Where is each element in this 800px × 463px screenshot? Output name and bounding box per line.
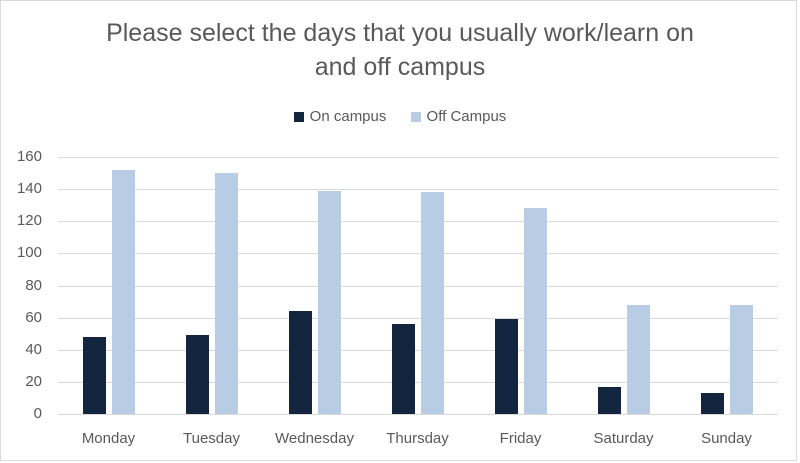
gridline <box>58 221 778 222</box>
y-axis-tick-label: 160 <box>16 148 42 165</box>
x-axis-tick-label: Monday <box>81 430 136 447</box>
bar-off-campus-thursday <box>420 192 444 414</box>
gridline <box>58 414 778 415</box>
y-axis-tick-label: 0 <box>33 405 42 422</box>
legend-swatch-on-campus <box>293 111 304 122</box>
gridline <box>58 318 778 319</box>
bar-off-campus-tuesday <box>214 173 238 414</box>
x-axis-tick-label: Sunday <box>701 430 752 447</box>
x-axis-tick-label: Friday <box>499 430 542 447</box>
bar-on-campus-wednesday <box>288 311 312 414</box>
x-axis-tick-label: Saturday <box>593 430 654 447</box>
bar-on-campus-sunday <box>700 393 724 414</box>
y-axis-tick-label: 100 <box>16 244 42 261</box>
chart-title-line-2: and off campus <box>314 53 486 81</box>
bar-off-campus-friday <box>523 208 547 414</box>
bar-on-campus-monday <box>82 336 106 414</box>
bar-off-campus-saturday <box>626 304 650 414</box>
bar-on-campus-friday <box>494 319 518 414</box>
gridline <box>58 350 778 351</box>
gridline <box>58 157 778 158</box>
chart-title-line-1: Please select the days that you usually … <box>106 19 694 47</box>
y-axis-tick-label: 60 <box>25 309 42 326</box>
y-axis-tick-label: 80 <box>25 277 42 294</box>
bar-on-campus-thursday <box>391 324 415 414</box>
y-axis-tick-label: 20 <box>25 373 42 390</box>
legend-item-off-campus: Off Campus <box>410 108 507 125</box>
x-axis-tick-label: Tuesday <box>183 430 240 447</box>
bar-on-campus-tuesday <box>185 335 209 414</box>
y-axis-tick-label: 120 <box>16 212 42 229</box>
bar-off-campus-wednesday <box>317 190 341 414</box>
gridline <box>58 382 778 383</box>
bar-off-campus-sunday <box>729 304 753 414</box>
y-axis-tick-label: 140 <box>16 180 42 197</box>
bar-off-campus-monday <box>111 169 135 414</box>
legend-label-off-campus: Off Campus <box>426 108 507 125</box>
x-axis-tick-label: Wednesday <box>275 430 354 447</box>
chart-title: Please select the days that you usually … <box>0 16 800 84</box>
legend-label-on-campus: On campus <box>309 108 387 125</box>
bar-on-campus-saturday <box>597 386 621 414</box>
x-axis-tick-label: Thursday <box>386 430 449 447</box>
legend-swatch-off-campus <box>410 111 421 122</box>
legend-item-on-campus: On campus <box>293 108 387 125</box>
gridline <box>58 253 778 254</box>
chart-legend: On campus Off Campus <box>0 108 800 126</box>
gridline <box>58 189 778 190</box>
y-axis-tick-label: 40 <box>25 341 42 358</box>
gridline <box>58 286 778 287</box>
